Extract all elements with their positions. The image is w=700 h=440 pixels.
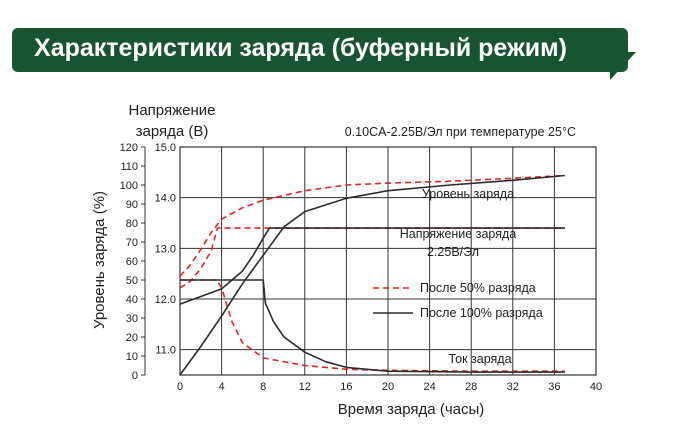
percent-tick-label: 60 (126, 256, 138, 268)
series-line-charge-level-after-100 (179, 174, 565, 376)
chart-series (179, 174, 565, 376)
x-tick-label: 40 (590, 381, 602, 393)
percent-tick-label: 20 (126, 332, 138, 344)
chart-text: 0.10CA-2.25В/Эл при температуре 25°C Нап… (91, 102, 576, 418)
percent-tick-label: 120 (120, 142, 138, 154)
banner-tail-decoration (610, 52, 636, 80)
voltage-tick-label: 14.0 (155, 193, 176, 205)
percent-tick-label: 100 (120, 180, 138, 192)
x-tick-label: 0 (177, 381, 183, 393)
x-tick-label: 36 (548, 381, 560, 393)
x-tick-label: 20 (382, 381, 394, 393)
legend-dashed-label: После 50% разряда (420, 281, 536, 295)
x-tick-label: 24 (423, 381, 435, 393)
voltage-axis-label-line1: Напряжение (129, 102, 216, 119)
series-line-charge-level-after-50 (179, 174, 565, 277)
page-title: Характеристики заряда (буферный режим) (34, 34, 567, 62)
x-tick-label: 12 (299, 381, 311, 393)
series-line-charge-current-after-50 (180, 279, 565, 372)
percent-tick-label: 110 (120, 161, 138, 173)
percent-tick-label: 90 (126, 199, 138, 211)
percent-tick-label: 40 (126, 294, 138, 306)
x-axis-label: Время заряда (часы) (338, 401, 485, 418)
voltage-axis-label-line2: заряда (В) (136, 123, 209, 140)
series-line-charge-voltage-after-100 (179, 227, 565, 305)
chart-axes: 0 4 8 12 16 20 24 28 32 36 40 11.0 12.0 13.0 14.0 15.0 0… (120, 142, 602, 393)
voltage-tick-label: 15.0 (155, 142, 176, 154)
x-tick-label: 16 (340, 381, 352, 393)
percent-tick-label: 0 (132, 370, 138, 382)
x-tick-label: 32 (507, 381, 519, 393)
x-tick-label: 28 (465, 381, 477, 393)
legend-solid-label: После 100% разряда (420, 306, 543, 320)
percent-tick-label: 80 (126, 218, 138, 230)
series-line-charge-current-after-100 (180, 279, 565, 373)
annotation-charge-voltage: Напряжение заряда (400, 227, 517, 241)
x-tick-label: 8 (260, 381, 266, 393)
title-banner: Характеристики заряда (буферный режим) (12, 28, 628, 72)
voltage-tick-label: 13.0 (155, 243, 176, 255)
annotation-charge-current: Ток заряда (448, 352, 511, 366)
percent-tick-label: 30 (126, 313, 138, 325)
chart-subtitle: 0.10CA-2.25В/Эл при температуре 25°C (345, 125, 576, 139)
annotation-charge-level: Уровень заряда (422, 187, 514, 201)
x-tick-label: 4 (219, 381, 225, 393)
percent-tick-label: 70 (126, 237, 138, 249)
percent-tick-label: 50 (126, 275, 138, 287)
annotation-charge-voltage-value: 2.25В/Эл (427, 245, 479, 259)
percent-axis-label: Уровень заряда (%) (91, 191, 108, 329)
percent-tick-label: 10 (126, 351, 138, 363)
voltage-tick-label: 12.0 (155, 294, 176, 306)
chart-grid (179, 146, 597, 376)
voltage-tick-label: 11.0 (155, 345, 176, 357)
